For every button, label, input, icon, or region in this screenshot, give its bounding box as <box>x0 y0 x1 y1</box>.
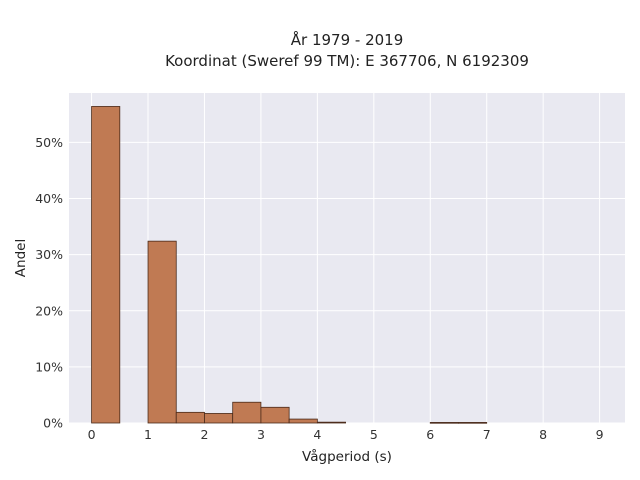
x-tick-label: 3 <box>257 427 265 442</box>
y-axis-ticks: 0% 10% 20% 30% 40% 50% <box>35 135 63 431</box>
y-axis-label: Andel <box>13 239 29 277</box>
histogram-bar <box>429 422 459 424</box>
histogram-bar <box>147 240 177 424</box>
histogram-bar <box>260 406 290 424</box>
y-tick-label: 30% <box>35 247 63 262</box>
x-tick-label: 2 <box>200 427 208 442</box>
histogram-bar <box>458 422 488 424</box>
histogram-bar <box>316 421 346 424</box>
y-tick-label: 20% <box>35 303 63 318</box>
x-tick-label: 4 <box>313 427 321 442</box>
y-tick-label: 50% <box>35 135 63 150</box>
x-tick-label: 6 <box>426 427 434 442</box>
x-tick-label: 5 <box>370 427 378 442</box>
x-tick-label: 7 <box>483 427 491 442</box>
x-axis-label: Vågperiod (s) <box>302 448 392 465</box>
x-tick-label: 0 <box>88 427 96 442</box>
x-tick-label: 1 <box>144 427 152 442</box>
histogram-bar <box>175 411 205 424</box>
chart-subtitle: Koordinat (Sweref 99 TM): E 367706, N 61… <box>165 52 529 70</box>
histogram-bar <box>204 413 234 424</box>
y-tick-label: 40% <box>35 191 63 206</box>
histogram-bar <box>232 401 262 424</box>
x-tick-label: 9 <box>596 427 604 442</box>
grid-lines <box>69 93 625 424</box>
histogram-bar <box>288 418 318 424</box>
y-tick-label: 10% <box>35 359 63 374</box>
y-tick-label: 0% <box>43 416 63 431</box>
x-axis-ticks: 0 1 2 3 4 5 6 7 8 9 <box>88 427 604 442</box>
chart-title: År 1979 - 2019 <box>291 30 404 49</box>
bars <box>91 106 488 424</box>
x-tick-label: 8 <box>539 427 547 442</box>
histogram-bar <box>91 106 121 424</box>
